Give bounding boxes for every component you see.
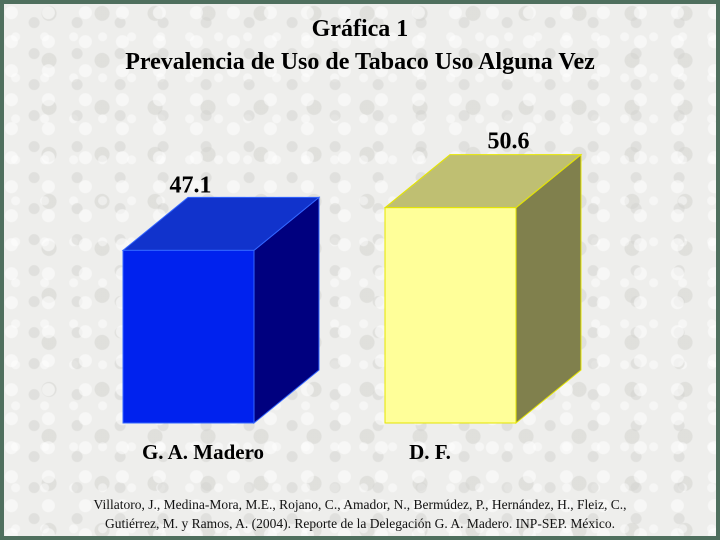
bar-g-a-madero [122,249,255,424]
value-label-g-a-madero: 47.1 [170,172,212,198]
category-label-d-f: D. F. [409,440,451,464]
slide: Gráfica 1 Prevalencia de Uso de Tabaco U… [4,4,716,536]
source-line-1: Villatoro, J., Medina-Mora, M.E., Rojano… [93,497,627,512]
chart-title: Prevalencia de Uso de Tabaco Uso Alguna … [125,49,595,75]
category-label-g-a-madero: G. A. Madero [142,440,264,464]
value-label-d-f: 50.6 [488,129,530,155]
source-line-2: Gutiérrez, M. y Ramos, A. (2004). Report… [105,516,615,531]
bar-d-f [384,207,517,424]
chart-number-title: Gráfica 1 [311,16,409,42]
source-citation: Villatoro, J., Medina-Mora, M.E., Rojano… [14,495,706,533]
